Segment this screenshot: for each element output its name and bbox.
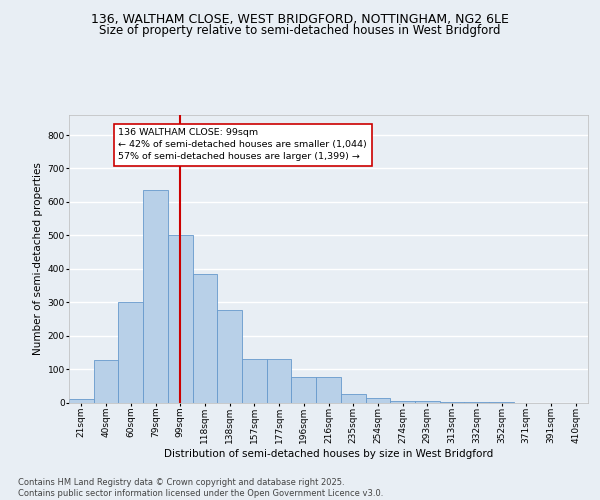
Bar (341, 394, 365, 402)
Bar (267, 359, 292, 403)
Bar (143, 190, 168, 402)
Bar (390, 401, 415, 402)
Bar (242, 359, 267, 403)
Bar (292, 378, 316, 402)
Text: 136, WALTHAM CLOSE, WEST BRIDGFORD, NOTTINGHAM, NG2 6LE: 136, WALTHAM CLOSE, WEST BRIDGFORD, NOTT… (91, 12, 509, 26)
Text: Size of property relative to semi-detached houses in West Bridgford: Size of property relative to semi-detach… (99, 24, 501, 37)
Bar (118, 302, 143, 402)
Text: 136 WALTHAM CLOSE: 99sqm
← 42% of semi-detached houses are smaller (1,044)
57% o: 136 WALTHAM CLOSE: 99sqm ← 42% of semi-d… (118, 128, 367, 161)
Bar (193, 274, 217, 402)
Y-axis label: Number of semi-detached properties: Number of semi-detached properties (34, 162, 43, 355)
Bar (69, 399, 94, 402)
Bar (365, 398, 390, 402)
Bar (168, 236, 193, 402)
Bar (217, 310, 242, 402)
X-axis label: Distribution of semi-detached houses by size in West Bridgford: Distribution of semi-detached houses by … (164, 448, 493, 458)
Bar (94, 360, 118, 403)
Bar (316, 378, 341, 402)
Text: Contains HM Land Registry data © Crown copyright and database right 2025.
Contai: Contains HM Land Registry data © Crown c… (18, 478, 383, 498)
